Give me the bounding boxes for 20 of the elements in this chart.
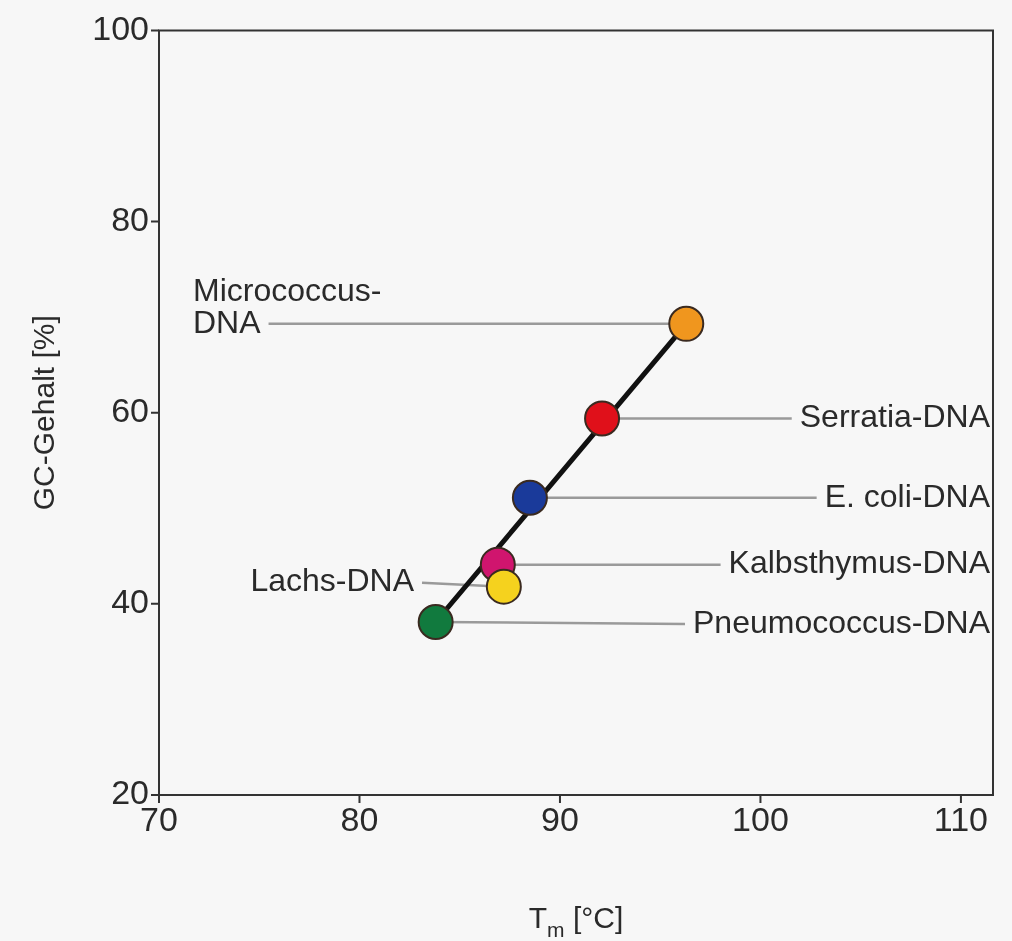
y-tick-label: 100 <box>92 8 149 47</box>
annotation: Serratia-DNA <box>799 398 991 435</box>
annotation: Kalbsthymus-DNA <box>728 544 991 581</box>
x-tick-label: 90 <box>541 799 579 838</box>
x-tick-label: 110 <box>933 799 989 838</box>
point <box>485 568 522 605</box>
y-tick-label: 60 <box>111 391 149 430</box>
annotation: Micrococcus-DNA <box>193 271 382 340</box>
point <box>584 400 621 437</box>
annotation: Pneumococcus-DNA <box>693 603 991 640</box>
point <box>668 305 705 342</box>
annotation: Lachs-DNA <box>250 562 415 599</box>
y-tick-label: 80 <box>111 199 149 238</box>
y-axis-title: GC-Gehalt [%] <box>27 315 60 511</box>
y-tick-label: 40 <box>111 582 149 621</box>
x-tick-label: 80 <box>340 799 379 838</box>
point <box>417 604 454 641</box>
x-tick-label: 100 <box>732 799 789 838</box>
point <box>511 479 548 516</box>
annotation: E. coli-DNA <box>824 477 991 514</box>
